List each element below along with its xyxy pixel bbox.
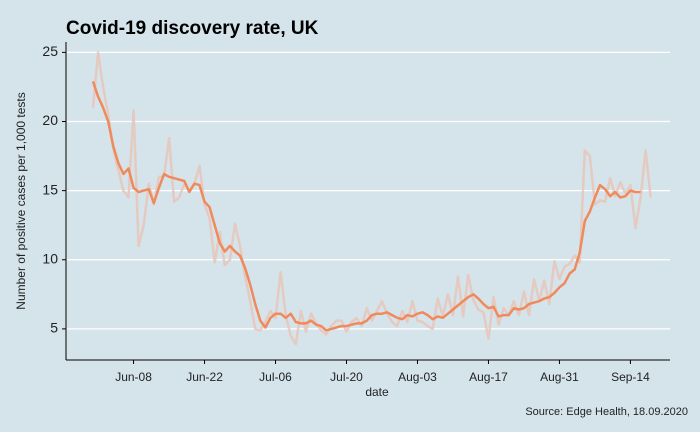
x-tick-label: Aug-17 <box>469 370 508 384</box>
y-tick-label: 5 <box>50 320 58 336</box>
y-tick-label: 15 <box>42 181 58 197</box>
y-axis-label: Number of positive cases per 1,000 tests <box>14 92 28 309</box>
x-tick-label: Jun-22 <box>186 370 223 384</box>
x-tick-label: Jul-06 <box>259 370 292 384</box>
source: Source: Edge Health, 18.09.2020 <box>525 406 688 418</box>
x-tick-label: Jun-08 <box>115 370 152 384</box>
y-tick-label: 25 <box>42 43 58 59</box>
x-axis-label: date <box>365 385 389 399</box>
x-tick-label: Aug-03 <box>398 370 437 384</box>
chart-title: Covid-19 discovery rate, UK <box>66 18 319 39</box>
series-line <box>91 81 641 332</box>
y-tick-label: 10 <box>42 250 58 266</box>
x-tick-label: Aug-31 <box>540 370 579 384</box>
y-tick-label: 20 <box>42 112 58 128</box>
x-tick-label: Jul-20 <box>330 370 363 384</box>
x-tick-label: Sep-14 <box>611 370 650 384</box>
